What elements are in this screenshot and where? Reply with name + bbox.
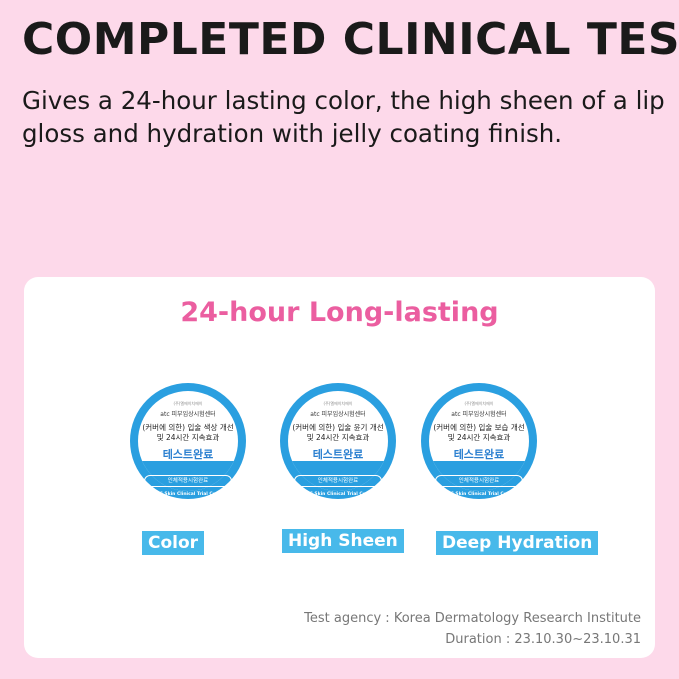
badge-org: (주)엘에이치에이 bbox=[464, 401, 494, 406]
page-title: COMPLETED CLINICAL TEST bbox=[22, 14, 679, 65]
test-card: 24-hour Long-lasting (주)엘에이치에이 atc 피부임상시험… bbox=[24, 277, 655, 658]
badge-done: 테스트완료 bbox=[453, 448, 505, 461]
badge-pill: 인체적용시험완료 bbox=[294, 475, 382, 487]
certification-badge-high-sheen: (주)엘에이치에이 atc 피부임상시험센터 (커버에 의한) 입술 윤기 개선 및 … bbox=[280, 383, 396, 499]
card-title: 24-hour Long-lasting bbox=[180, 297, 499, 328]
badge-ring-text: OATC Skin Clinical Trial Center bbox=[440, 492, 518, 497]
badge-ring-text: OATC Skin Clinical Trial Center bbox=[149, 492, 227, 497]
badge-org: (주)엘에이치에이 bbox=[323, 401, 353, 406]
badge-org: (주)엘에이치에이 bbox=[173, 401, 203, 406]
badge-center: atc 피부임상시험센터 bbox=[310, 411, 366, 418]
badge-center: atc 피부임상시험센터 bbox=[160, 411, 216, 418]
badge-center: atc 피부임상시험센터 bbox=[451, 411, 507, 418]
badge-ring-text: OATC Skin Clinical Trial Center bbox=[299, 492, 377, 497]
label-color: Color bbox=[142, 531, 205, 555]
badge-pill: 인체적용시험완료 bbox=[435, 475, 523, 487]
certification-badge-deep-hydration: (주)엘에이치에이 atc 피부임상시험센터 (커버에 의한) 입술 보습 개선 및 … bbox=[421, 383, 537, 499]
label-deep-hydration: Deep Hydration bbox=[436, 531, 599, 555]
badge-pill: 인체적용시험완료 bbox=[144, 475, 232, 487]
test-agency: Test agency : Korea Dermatology Research… bbox=[304, 611, 641, 626]
certification-badge-color: (주)엘에이치에이 atc 피부임상시험센터 (커버에 의한) 입술 색상 개선 및 … bbox=[130, 383, 246, 499]
badge-done: 테스트완료 bbox=[162, 448, 214, 461]
badge-desc: (커버에 의한) 입술 색상 개선 및 24시간 지속효과 bbox=[142, 423, 234, 442]
subtitle: Gives a 24-hour lasting color, the high … bbox=[22, 86, 665, 148]
badge-done: 테스트완료 bbox=[312, 448, 364, 461]
test-duration: Duration : 23.10.30~23.10.31 bbox=[445, 632, 641, 647]
label-high-sheen: High Sheen bbox=[282, 529, 404, 553]
badge-desc: (커버에 의한) 입술 보습 개선 및 24시간 지속효과 bbox=[433, 423, 525, 442]
badge-desc: (커버에 의한) 입술 윤기 개선 및 24시간 지속효과 bbox=[292, 423, 384, 442]
